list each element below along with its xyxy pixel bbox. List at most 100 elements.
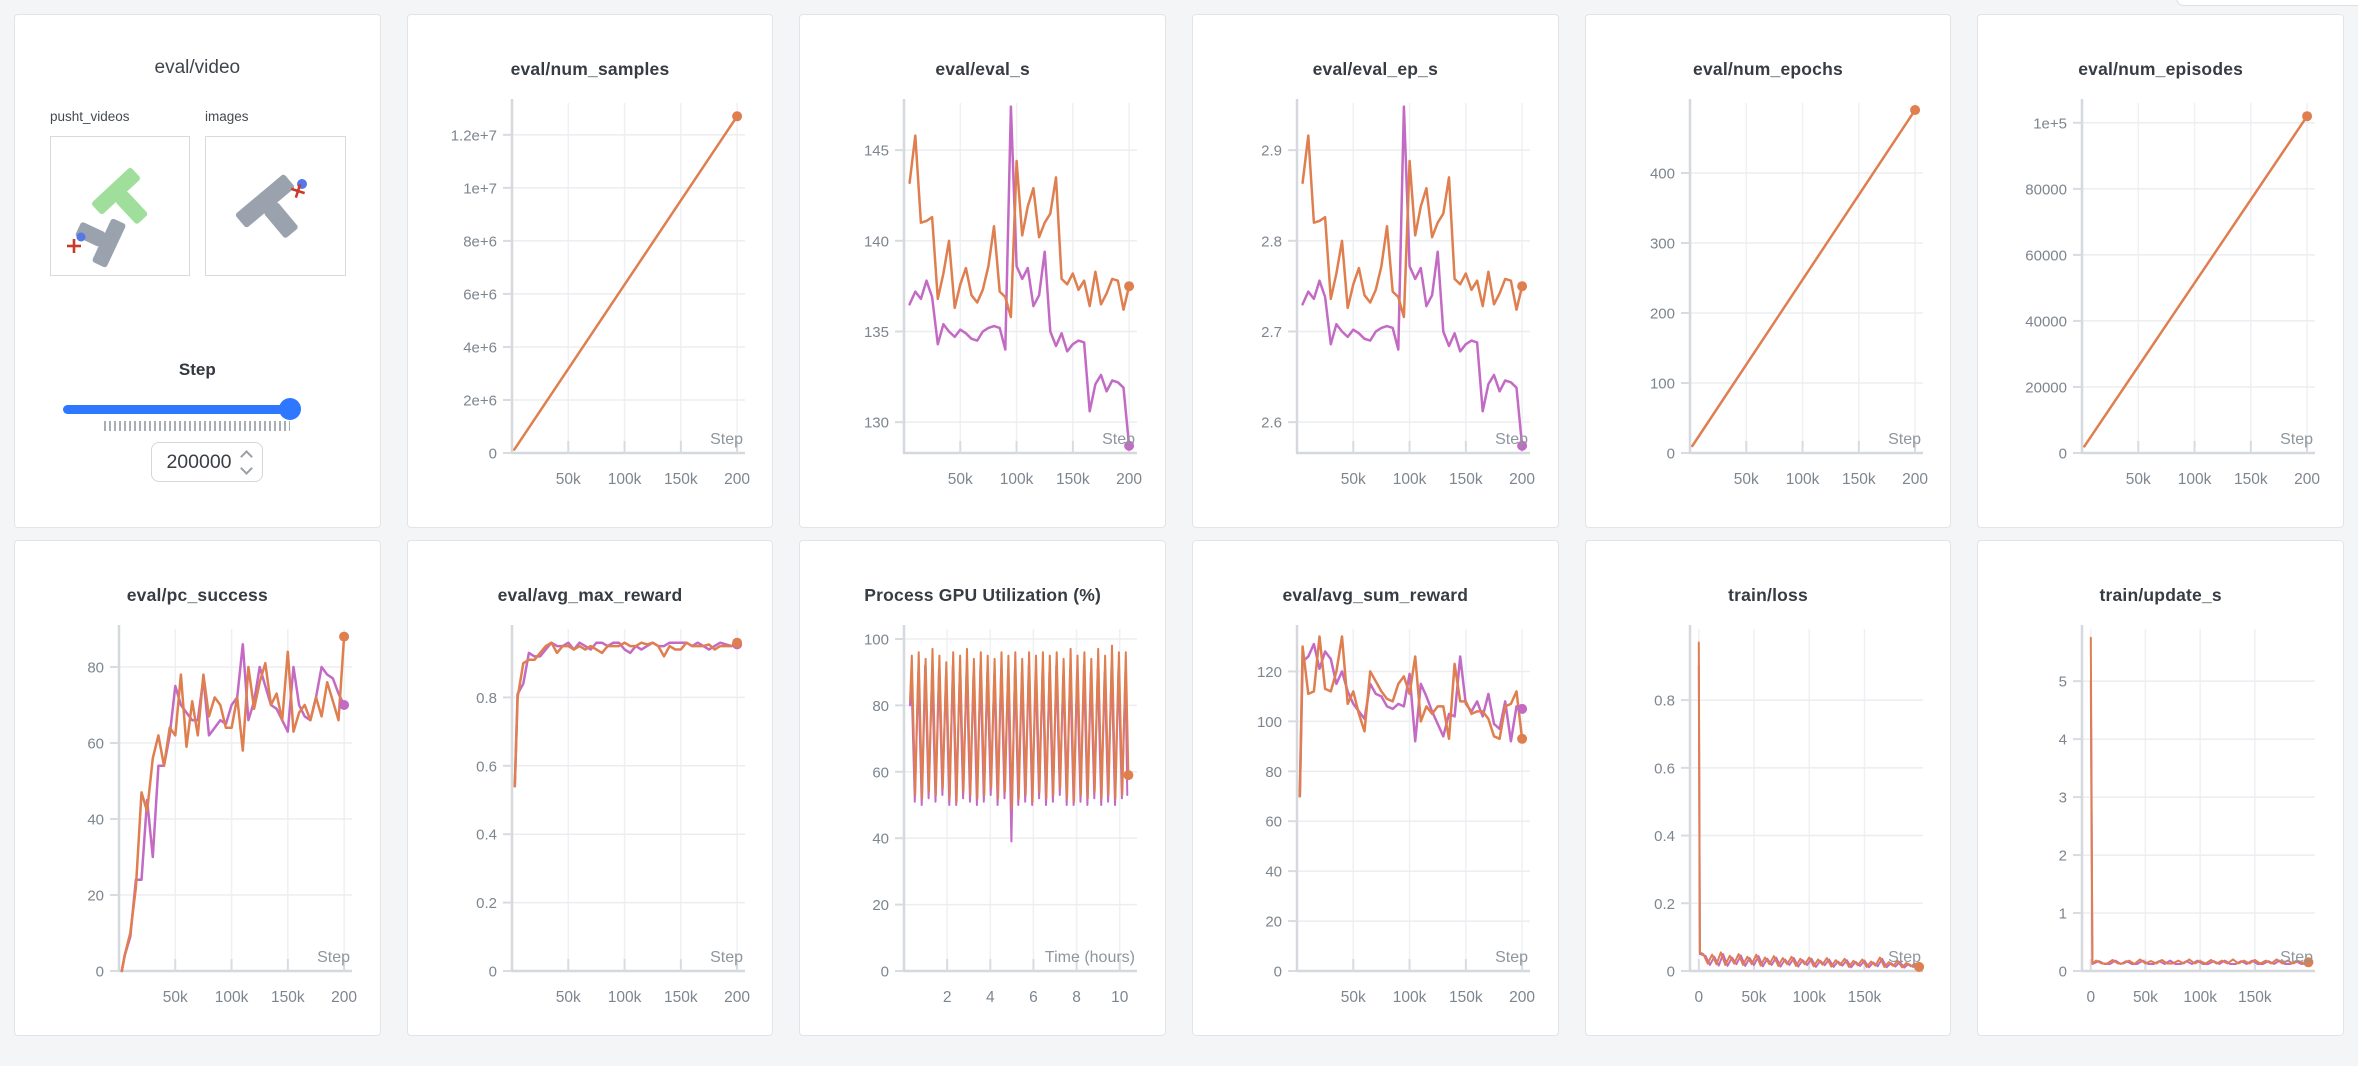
svg-text:0: 0 bbox=[1666, 446, 1674, 463]
svg-text:1.2e+7: 1.2e+7 bbox=[450, 127, 496, 144]
svg-text:150k: 150k bbox=[2238, 989, 2272, 1006]
svg-text:60000: 60000 bbox=[2026, 247, 2068, 264]
svg-text:8: 8 bbox=[1073, 989, 1082, 1006]
svg-text:130: 130 bbox=[864, 415, 889, 432]
chart-title: eval/pc_success bbox=[126, 585, 268, 605]
svg-text:150k: 150k bbox=[1449, 989, 1483, 1006]
svg-text:0.8: 0.8 bbox=[476, 690, 497, 707]
svg-text:100k: 100k bbox=[215, 989, 249, 1006]
chart-canvas-eval-num-epochs[interactable]: 0 100 200 300 400 50k 100k 150k 200 Step bbox=[1586, 15, 1951, 527]
svg-text:0: 0 bbox=[1274, 964, 1282, 981]
step-slider-thumb[interactable] bbox=[279, 398, 301, 420]
step-value-text: 200000 bbox=[166, 450, 232, 473]
chart-panel-eval-eval-s: 130 135 140 145 50k 100k 150k 200 Step eval/eval… bbox=[799, 14, 1166, 528]
media-panel-eval-video: eval/video pusht_videos images bbox=[14, 14, 381, 528]
svg-text:0: 0 bbox=[96, 964, 104, 981]
svg-text:0: 0 bbox=[2059, 446, 2067, 463]
svg-text:0.6: 0.6 bbox=[476, 758, 497, 775]
chart-canvas-train-update-s[interactable]: 0 1 2 3 4 5 0 50k 100k 150k Step bbox=[1978, 541, 2343, 1035]
svg-text:50k: 50k bbox=[2126, 471, 2151, 488]
chart-canvas-eval-avg-sum-reward[interactable]: 0 20 40 60 80 100 120 50k 100k 150k 200 Step bbox=[1193, 541, 1558, 1035]
chart-canvas-eval-num-episodes[interactable]: 0 20000 40000 60000 80000 1e+5 50k 100k 150k 200 S… bbox=[1978, 15, 2343, 527]
svg-text:150k: 150k bbox=[664, 989, 698, 1006]
target-cross-icon bbox=[290, 183, 306, 199]
images-thumbnail[interactable] bbox=[205, 136, 346, 276]
svg-text:150k: 150k bbox=[664, 471, 698, 488]
svg-text:100: 100 bbox=[1257, 714, 1282, 731]
svg-text:200: 200 bbox=[1902, 471, 1928, 488]
svg-text:50k: 50k bbox=[1741, 989, 1766, 1006]
svg-text:80: 80 bbox=[873, 698, 890, 715]
svg-text:60: 60 bbox=[1265, 814, 1282, 831]
svg-text:2.9: 2.9 bbox=[1261, 143, 1282, 160]
svg-text:20: 20 bbox=[873, 897, 890, 914]
svg-text:400: 400 bbox=[1650, 166, 1675, 183]
svg-text:150k: 150k bbox=[1449, 471, 1483, 488]
chart-canvas-eval-avg-max-reward[interactable]: 0 0.2 0.4 0.6 0.8 50k 100k 150k 200 Step bbox=[408, 541, 773, 1035]
svg-text:100k: 100k bbox=[2184, 989, 2218, 1006]
svg-text:135: 135 bbox=[864, 324, 889, 341]
svg-text:145: 145 bbox=[864, 143, 889, 160]
stepper-down-icon[interactable] bbox=[239, 461, 253, 475]
svg-text:50k: 50k bbox=[1341, 989, 1366, 1006]
chart-title: eval/eval_ep_s bbox=[1312, 59, 1439, 79]
svg-text:2.7: 2.7 bbox=[1261, 324, 1282, 341]
svg-text:Step: Step bbox=[1495, 431, 1528, 448]
chart-canvas-eval-eval-ep-s[interactable]: 2.6 2.7 2.8 2.9 50k 100k 150k 200 Step bbox=[1193, 15, 1558, 527]
svg-text:150k: 150k bbox=[1056, 471, 1090, 488]
chart-canvas-train-loss[interactable]: 0 0.2 0.4 0.6 0.8 0 50k 100k 150k Step bbox=[1586, 541, 1951, 1035]
step-value-input[interactable]: 200000 bbox=[151, 442, 263, 482]
chart-panel-eval-num-epochs: 0 100 200 300 400 50k 100k 150k 200 Step eval/num… bbox=[1584, 14, 1952, 528]
chart-canvas-eval-eval-s[interactable]: 130 135 140 145 50k 100k 150k 200 Step bbox=[800, 15, 1165, 527]
svg-text:0.6: 0.6 bbox=[1654, 760, 1675, 777]
stepper-up-icon[interactable] bbox=[239, 449, 253, 463]
svg-text:0.2: 0.2 bbox=[1654, 896, 1675, 913]
svg-text:100k: 100k bbox=[607, 989, 641, 1006]
svg-text:50k: 50k bbox=[163, 989, 188, 1006]
svg-text:200: 200 bbox=[724, 471, 750, 488]
svg-text:50k: 50k bbox=[555, 471, 580, 488]
svg-text:0.4: 0.4 bbox=[476, 827, 497, 844]
chart-title: eval/num_epochs bbox=[1693, 59, 1843, 79]
svg-text:2.8: 2.8 bbox=[1261, 233, 1282, 250]
pusht-video-thumbnail[interactable] bbox=[50, 136, 190, 276]
agent-dot bbox=[76, 232, 86, 242]
svg-text:80000: 80000 bbox=[2026, 181, 2068, 198]
svg-text:20000: 20000 bbox=[2026, 379, 2068, 396]
svg-text:20: 20 bbox=[87, 888, 104, 905]
svg-text:140: 140 bbox=[864, 233, 889, 250]
media-panel-title: eval/video bbox=[154, 57, 241, 78]
chart-panel-eval-pc-success: 0 20 40 60 80 50k 100k 150k 200 Step eval/pc_succ… bbox=[14, 540, 381, 1036]
svg-text:1: 1 bbox=[2059, 906, 2067, 923]
green-t-shape bbox=[92, 167, 148, 224]
svg-text:200: 200 bbox=[1509, 471, 1535, 488]
chart-canvas-eval-num-samples[interactable]: 0 2e+6 4e+6 6e+6 8e+6 1e+7 1.2e+7 50k 100k 150k 20… bbox=[408, 15, 773, 527]
svg-text:100k: 100k bbox=[1792, 989, 1826, 1006]
chart-panel-eval-avg-max-reward: 0 0.2 0.4 0.6 0.8 50k 100k 150k 200 Step eval/avg… bbox=[406, 540, 774, 1036]
svg-text:40: 40 bbox=[1265, 864, 1282, 881]
svg-text:Step: Step bbox=[1102, 431, 1135, 448]
svg-text:2: 2 bbox=[2059, 848, 2067, 865]
svg-text:Time (hours): Time (hours) bbox=[1045, 949, 1135, 966]
svg-text:40: 40 bbox=[87, 812, 104, 829]
chart-panel-eval-num-samples: 0 2e+6 4e+6 6e+6 8e+6 1e+7 1.2e+7 50k 100k 150k 20… bbox=[406, 14, 774, 528]
svg-text:10: 10 bbox=[1111, 989, 1129, 1006]
svg-text:6e+6: 6e+6 bbox=[463, 286, 497, 303]
step-slider-label: Step bbox=[178, 360, 216, 379]
svg-text:Step: Step bbox=[710, 431, 743, 448]
svg-text:60: 60 bbox=[873, 764, 890, 781]
svg-text:100k: 100k bbox=[1000, 471, 1034, 488]
chart-canvas-gpu-utilization[interactable]: 0 20 40 60 80 100 2 4 6 8 10 Time (hours) bbox=[800, 541, 1165, 1035]
step-slider-track[interactable] bbox=[63, 405, 298, 414]
svg-text:100: 100 bbox=[864, 631, 889, 648]
svg-text:200: 200 bbox=[1509, 989, 1535, 1006]
step-slider-ruler bbox=[104, 421, 290, 431]
chart-title: eval/eval_s bbox=[935, 59, 1030, 79]
chart-panel-train-update-s: 0 1 2 3 4 5 0 50k 100k 150k Step train/update_s bbox=[1977, 540, 2344, 1036]
chart-canvas-eval-pc-success[interactable]: 0 20 40 60 80 50k 100k 150k 200 Step bbox=[15, 541, 380, 1035]
svg-text:50k: 50k bbox=[1341, 471, 1366, 488]
svg-text:150k: 150k bbox=[1847, 989, 1881, 1006]
svg-text:200: 200 bbox=[2295, 471, 2321, 488]
svg-text:4e+6: 4e+6 bbox=[463, 339, 497, 356]
